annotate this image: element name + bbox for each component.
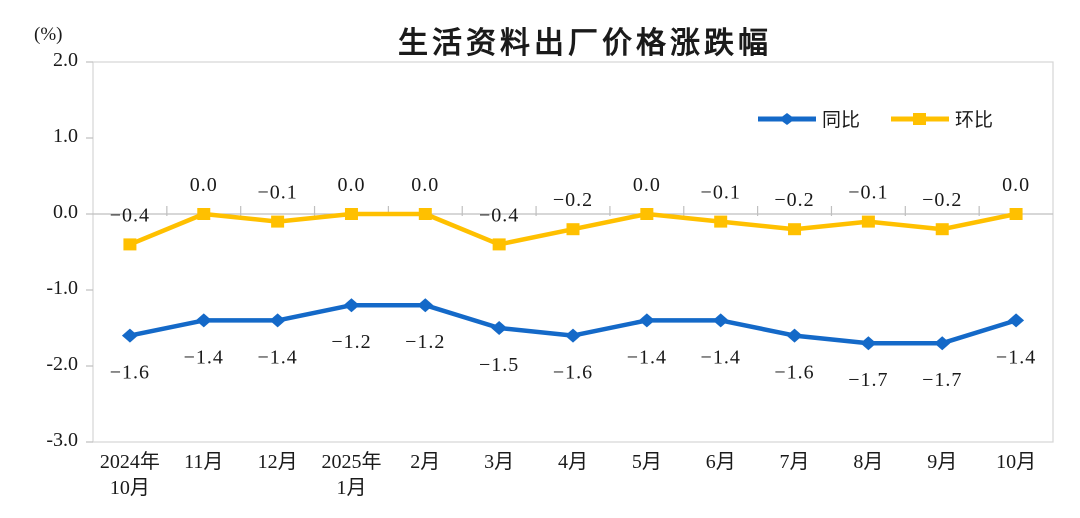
data-label: −0.1 (701, 182, 741, 204)
legend: 同比 环比 (757, 105, 993, 132)
data-label: −1.4 (701, 346, 741, 368)
marker-square-icon (935, 223, 949, 236)
y-axis-tick-label: 1.0 (53, 125, 78, 147)
data-label: −1.4 (184, 346, 224, 368)
marker-diamond-icon (712, 313, 729, 328)
y-axis-tick-label: 2.0 (53, 49, 78, 71)
marker-diamond-icon (343, 298, 360, 313)
data-label: 0.0 (1002, 174, 1030, 196)
data-label: −0.1 (848, 182, 888, 204)
marker-square-icon (861, 215, 875, 228)
marker-diamond-icon (786, 328, 803, 343)
marker-diamond-icon (860, 336, 877, 351)
x-axis-tick-label: 12月 (257, 451, 298, 473)
legend-label-yoy: 同比 (822, 110, 861, 131)
marker-diamond-icon (417, 298, 434, 313)
data-label: −1.7 (922, 369, 962, 391)
data-label: 0.0 (411, 174, 439, 196)
x-axis-tick-label: 4月 (558, 451, 588, 473)
data-label: −1.4 (996, 346, 1036, 368)
plot-border (92, 61, 1054, 443)
data-label: −0.1 (257, 182, 297, 204)
data-label: −0.2 (774, 189, 814, 211)
data-label: −1.5 (479, 354, 519, 376)
data-label: −1.2 (405, 331, 445, 353)
data-label: −0.2 (553, 189, 593, 211)
marker-square-icon (197, 208, 211, 220)
marker-diamond-icon (269, 313, 286, 328)
x-axis-tick-label: 11月 (184, 451, 224, 473)
marker-square-icon (640, 208, 654, 220)
data-label: −1.2 (331, 331, 371, 353)
x-axis-tick-label: 2025年 1月 (321, 451, 382, 499)
marker-diamond-icon (121, 328, 138, 343)
legend-item-mom: 环比 (890, 105, 993, 132)
marker-square-icon (344, 208, 358, 220)
marker-diamond-icon (195, 313, 212, 328)
x-axis-tick-label: 3月 (484, 451, 515, 473)
legend-label-mom: 环比 (955, 110, 994, 131)
marker-diamond-icon (565, 328, 581, 343)
data-label: −0.4 (479, 204, 519, 226)
x-axis-tick-label: 2月 (410, 451, 441, 473)
x-axis-tick-label: 6月 (705, 451, 736, 473)
marker-square-icon (714, 215, 728, 228)
marker-square-icon (788, 223, 802, 236)
marker-diamond-icon (1008, 313, 1025, 328)
data-label: −0.2 (922, 189, 962, 211)
marker-square-icon (566, 223, 580, 236)
data-label: −1.7 (848, 369, 888, 391)
data-label: −1.6 (110, 362, 150, 384)
legend-item-yoy: 同比 (757, 105, 860, 132)
x-axis-tick-label: 10月 (996, 451, 1037, 473)
y-axis-unit-label: (%) (34, 24, 63, 45)
x-axis-tick-label: 8月 (853, 451, 884, 473)
data-label: −1.4 (257, 346, 297, 368)
marker-square-icon (271, 215, 285, 228)
x-axis-tick-label: 7月 (779, 451, 810, 473)
x-axis-tick-label: 2024年 10月 (99, 451, 160, 499)
marker-diamond-icon (638, 313, 655, 328)
data-label: 0.0 (633, 174, 661, 196)
data-label: −0.4 (110, 204, 150, 226)
y-axis-tick-label: -2.0 (46, 353, 78, 375)
data-label: −1.4 (627, 346, 667, 368)
y-axis-tick-label: 0.0 (53, 201, 78, 223)
marker-square-icon (123, 238, 137, 251)
data-label: −1.6 (774, 362, 814, 384)
x-axis-tick-label: 5月 (631, 451, 662, 473)
legend-swatch-line-square-icon (891, 112, 950, 125)
y-axis-tick-label: -3.0 (46, 429, 78, 451)
marker-diamond-icon (934, 336, 951, 351)
data-label: −1.6 (553, 362, 593, 384)
marker-diamond-icon (491, 321, 508, 335)
marker-square-icon (1009, 208, 1023, 220)
marker-square-icon (418, 208, 432, 220)
data-label: 0.0 (190, 174, 218, 196)
legend-swatch-line-diamond-icon (758, 112, 816, 125)
x-axis-tick-label: 9月 (927, 451, 958, 473)
marker-square-icon (492, 238, 506, 251)
data-label: 0.0 (337, 174, 365, 196)
chart-title: 生活资料出厂价格涨跌幅 (398, 27, 772, 60)
y-axis-tick-label: -1.0 (46, 277, 78, 299)
